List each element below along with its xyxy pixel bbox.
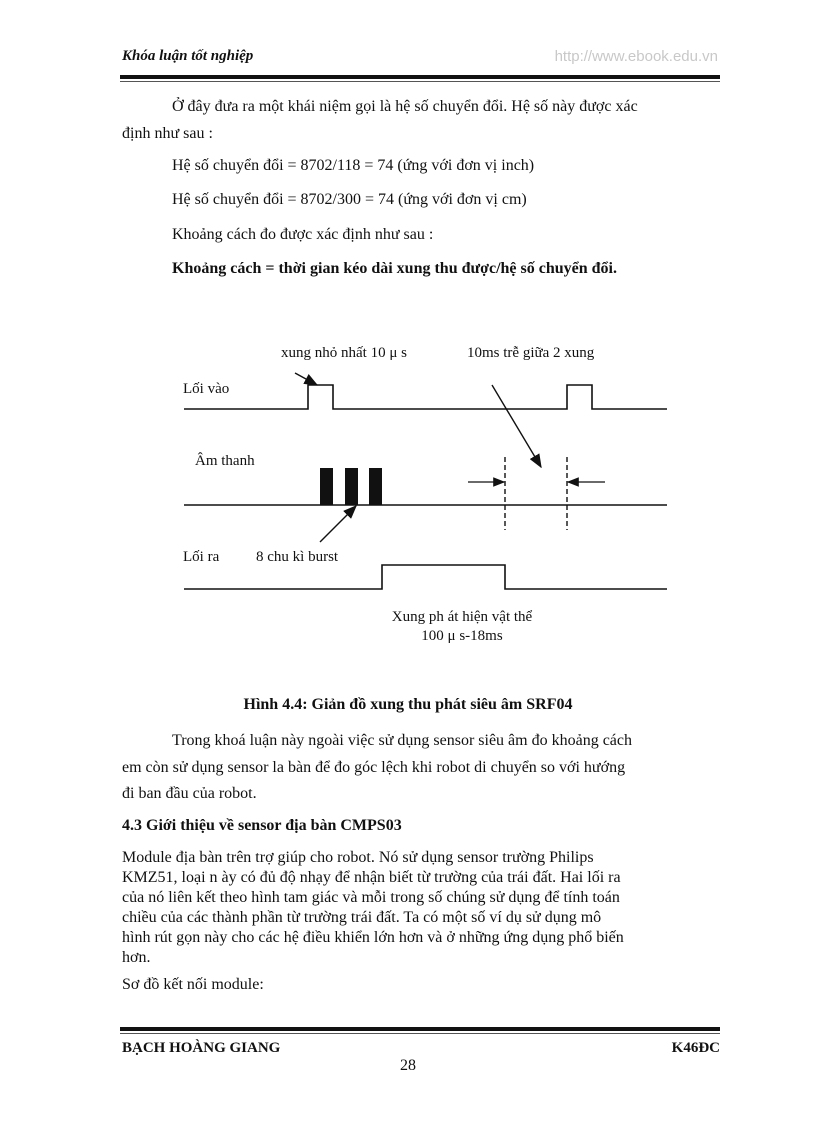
para2-line: Module địa bàn trên trợ giúp cho robot. … [122,849,594,866]
header-rule-thin [120,81,720,82]
header-rule [120,75,720,79]
input-label: Lối vào [183,381,229,397]
header-title: Khóa luận tốt nghiệp [122,48,254,64]
para2-line: chiều của các thành phần từ trường trái … [122,909,602,926]
intro-line-2: định như sau : [122,125,213,142]
para2-line: hình rút gọn này cho các hệ điều khiển l… [122,929,624,946]
para1-line: Trong khoá luận này ngoài việc sử dụng s… [172,732,632,749]
output-signal [184,564,667,590]
delay-arrow [491,384,542,469]
burst-pulse [320,468,333,505]
formula-inch: Hệ số chuyển đổi = 8702/118 = 74 (ứng vớ… [172,157,535,174]
section-heading: 4.3 Giới thiệu về sensor địa bàn CMPS03 [122,817,402,834]
input-signal [184,384,667,410]
output-label: Lối ra [183,549,220,565]
page-number: 28 [400,1057,416,1074]
echo-label-2: 100 μ s-18ms [421,628,503,644]
burst-pulse [369,468,382,505]
distance-intro: Khoảng cách đo được xác định như sau : [172,226,434,243]
burst-pulse [345,468,358,505]
min-pulse-arrow [294,372,319,386]
footer-author: BẠCH HOÀNG GIANG [122,1040,281,1056]
figure-caption: Hình 4.4: Giản đồ xung thu phát siêu âm … [243,696,573,713]
para1-line: em còn sử dụng sensor la bàn để đo góc l… [122,759,626,776]
echo-label-1: Xung ph át hiện vật thể [392,609,533,625]
footer-rule-thin [120,1033,720,1034]
para2-line: hơn. [122,949,151,966]
footer-class: K46ĐC [671,1040,720,1056]
formula-cm: Hệ số chuyển đổi = 8702/300 = 74 (ứng vớ… [172,191,527,208]
para2-line: của nó liên kết theo hình tam giác và mỗ… [122,889,620,906]
delay-label: 10ms trễ giữa 2 xung [467,345,595,361]
sound-label: Âm thanh [195,452,255,469]
intro-line-1: Ở đây đưa ra một khái niệm gọi là hệ số … [172,98,638,115]
burst-label: 8 chu kì burst [256,549,339,565]
para1-line: đi ban đầu của robot. [122,785,257,802]
connection-label: Sơ đồ kết nối module: [122,976,264,993]
min-pulse-label: xung nhỏ nhất 10 μ s [281,345,407,361]
burst-arrow [319,505,357,543]
header-url-watermark: http://www.ebook.edu.vn [554,48,718,65]
distance-formula: Khoảng cách = thời gian kéo dài xung thu… [172,260,617,277]
para2-line: KMZ51, loại n ày có đủ độ nhạy để nhận b… [122,869,621,886]
footer-rule [120,1027,720,1031]
